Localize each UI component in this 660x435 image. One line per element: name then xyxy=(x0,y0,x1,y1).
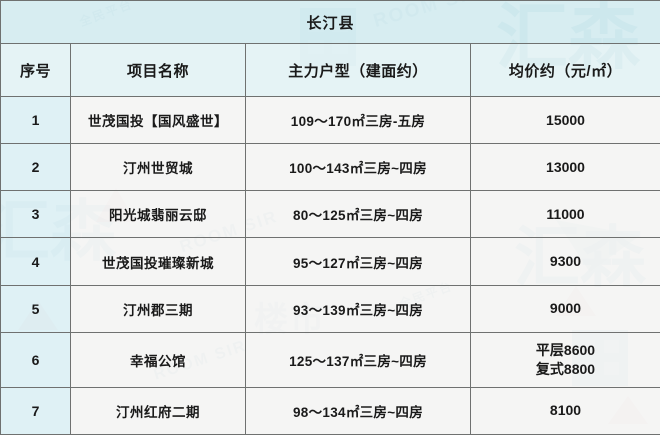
row-price-line-1: 9000 xyxy=(549,300,582,317)
row-unit-type: 125～137㎡三房~四房 xyxy=(245,331,471,388)
row-index: 1 xyxy=(0,96,71,145)
row-price: 15000 xyxy=(469,96,660,145)
table-row: 2 汀州世贸城 100～143㎡三房~四房 13000 xyxy=(0,143,660,192)
table-header-row: 序号 项目名称 主力户型（建面约） 均价约（元/㎡） xyxy=(0,43,660,98)
column-header-name: 项目名称 xyxy=(70,43,246,98)
column-header-type: 主力户型（建面约） xyxy=(245,43,471,98)
table-row: 3 阳光城翡丽云邸 80～125㎡三房~四房 11000 xyxy=(0,190,660,239)
row-price: 8100 xyxy=(469,386,660,435)
page-title: 长汀县 xyxy=(0,0,660,45)
row-unit-type: 100～143㎡三房~四房 xyxy=(245,143,471,192)
table-row: 5 汀州郡三期 93～139㎡三房~四房 9000 xyxy=(0,284,660,333)
row-price-line-1: 平层8600 xyxy=(535,341,596,358)
row-index: 3 xyxy=(0,190,71,239)
row-price-line-1: 9300 xyxy=(549,253,582,270)
table-row: 4 世茂国投璀璨新城 95～127㎡三房~四房 9300 xyxy=(0,237,660,286)
row-index: 5 xyxy=(0,284,71,333)
row-price: 13000 xyxy=(469,143,660,192)
row-unit-type: 109～170㎡三房-五房 xyxy=(245,96,471,145)
row-project-name: 世茂国投【国风盛世】 xyxy=(70,96,246,145)
row-project-name: 汀州世贸城 xyxy=(70,143,246,192)
column-header-index: 序号 xyxy=(0,43,71,98)
row-project-name: 汀州郡三期 xyxy=(70,284,246,333)
row-price: 11000 xyxy=(469,190,660,239)
row-price: 9000 xyxy=(469,284,660,333)
row-price-line-1: 11000 xyxy=(546,205,585,222)
row-price-line-1: 8100 xyxy=(549,402,582,419)
row-index: 2 xyxy=(0,143,71,192)
row-project-name: 阳光城翡丽云邸 xyxy=(70,190,246,239)
row-index: 7 xyxy=(0,386,71,435)
row-project-name: 幸福公馆 xyxy=(70,331,246,388)
row-price-line-2: 复式8800 xyxy=(535,360,596,377)
table-title-row: 长汀县 xyxy=(0,0,660,45)
row-unit-type: 93～139㎡三房~四房 xyxy=(245,284,471,333)
row-price: 9300 xyxy=(469,237,660,286)
row-index: 6 xyxy=(0,331,71,388)
row-unit-type: 80～125㎡三房~四房 xyxy=(245,190,471,239)
row-index: 4 xyxy=(0,237,71,286)
row-project-name: 世茂国投璀璨新城 xyxy=(70,237,246,286)
table-row: 6 幸福公馆 125～137㎡三房~四房 平层8600 复式8800 xyxy=(0,331,660,388)
row-unit-type: 95～127㎡三房~四房 xyxy=(245,237,471,286)
table-row: 7 汀州红府二期 98～134㎡三房~四房 8100 xyxy=(0,386,660,435)
table-row: 1 世茂国投【国风盛世】 109～170㎡三房-五房 15000 xyxy=(0,96,660,145)
row-project-name: 汀州红府二期 xyxy=(70,386,246,435)
row-price: 平层8600 复式8800 xyxy=(469,331,660,388)
row-unit-type: 98～134㎡三房~四房 xyxy=(245,386,471,435)
row-price-line-1: 15000 xyxy=(546,111,585,128)
column-header-price: 均价约（元/㎡） xyxy=(469,43,660,98)
row-price-line-1: 13000 xyxy=(546,158,585,175)
